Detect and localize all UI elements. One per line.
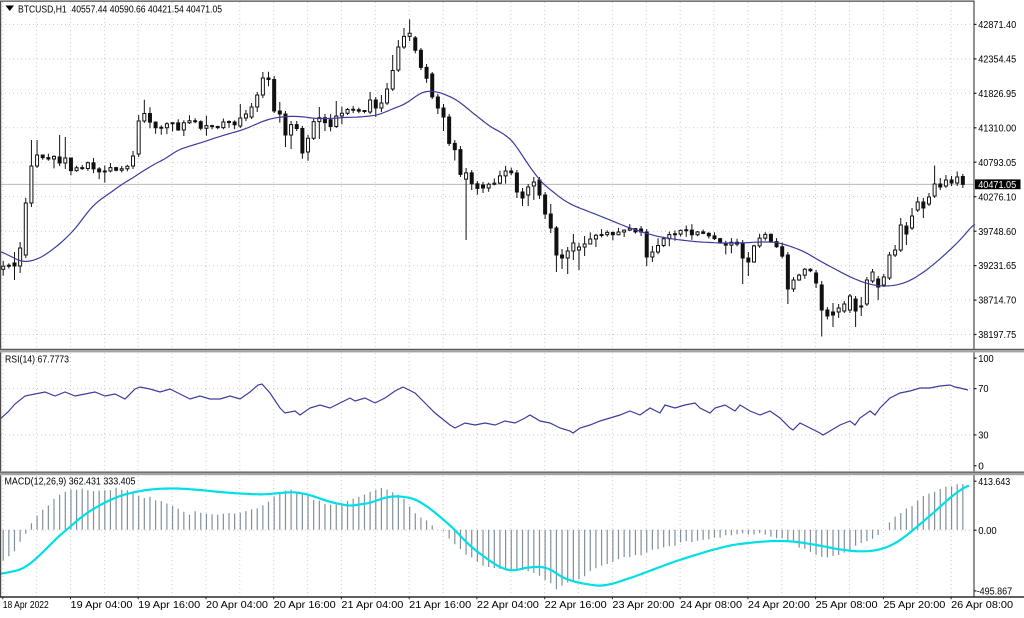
svg-text:26 Apr 08:00: 26 Apr 08:00 [951, 600, 1013, 611]
svg-text:40276.10: 40276.10 [978, 192, 1016, 203]
svg-text:19 Apr 04:00: 19 Apr 04:00 [71, 600, 133, 611]
svg-text:BTCUSD,H1 40557.44 40590.66 4: BTCUSD,H1 40557.44 40590.66 40421.54 404… [18, 4, 222, 15]
svg-text:38714.70: 38714.70 [978, 296, 1016, 307]
svg-text:RSI(14) 67.7773: RSI(14) 67.7773 [5, 354, 69, 365]
svg-text:42354.45: 42354.45 [978, 55, 1016, 66]
svg-text:24 Apr 08:00: 24 Apr 08:00 [680, 600, 742, 611]
svg-text:21 Apr 16:00: 21 Apr 16:00 [409, 600, 471, 611]
svg-text:41310.00: 41310.00 [978, 123, 1016, 134]
svg-text:39231.65: 39231.65 [978, 261, 1016, 272]
svg-text:70: 70 [978, 384, 989, 395]
svg-text:19 Apr 16:00: 19 Apr 16:00 [138, 600, 200, 611]
svg-text:30: 30 [978, 431, 989, 442]
svg-text:42871.40: 42871.40 [978, 20, 1016, 31]
svg-text:20 Apr 04:00: 20 Apr 04:00 [206, 600, 268, 611]
svg-text:-495.867: -495.867 [977, 587, 1013, 598]
svg-text:18 Apr 2022: 18 Apr 2022 [3, 600, 49, 611]
svg-text:41826.95: 41826.95 [978, 89, 1016, 100]
svg-text:0: 0 [978, 461, 984, 472]
svg-text:23 Apr 20:00: 23 Apr 20:00 [612, 600, 674, 611]
svg-text:100: 100 [978, 354, 994, 365]
svg-text:20 Apr 16:00: 20 Apr 16:00 [274, 600, 336, 611]
svg-text:22 Apr 04:00: 22 Apr 04:00 [477, 600, 539, 611]
svg-text:21 Apr 04:00: 21 Apr 04:00 [341, 600, 403, 611]
svg-text:24 Apr 20:00: 24 Apr 20:00 [748, 600, 810, 611]
svg-text:25 Apr 08:00: 25 Apr 08:00 [816, 600, 878, 611]
svg-text:38197.75: 38197.75 [978, 330, 1016, 341]
svg-text:25 Apr 20:00: 25 Apr 20:00 [883, 600, 945, 611]
svg-text:40793.05: 40793.05 [978, 158, 1016, 169]
svg-text:39748.60: 39748.60 [978, 227, 1016, 238]
svg-text:413.643: 413.643 [978, 477, 1010, 488]
svg-text:0.00: 0.00 [978, 526, 997, 537]
svg-text:40471.05: 40471.05 [978, 180, 1016, 191]
svg-text:MACD(12,26,9) 362.431 333.405: MACD(12,26,9) 362.431 333.405 [5, 477, 136, 488]
svg-text:22 Apr 16:00: 22 Apr 16:00 [545, 600, 607, 611]
